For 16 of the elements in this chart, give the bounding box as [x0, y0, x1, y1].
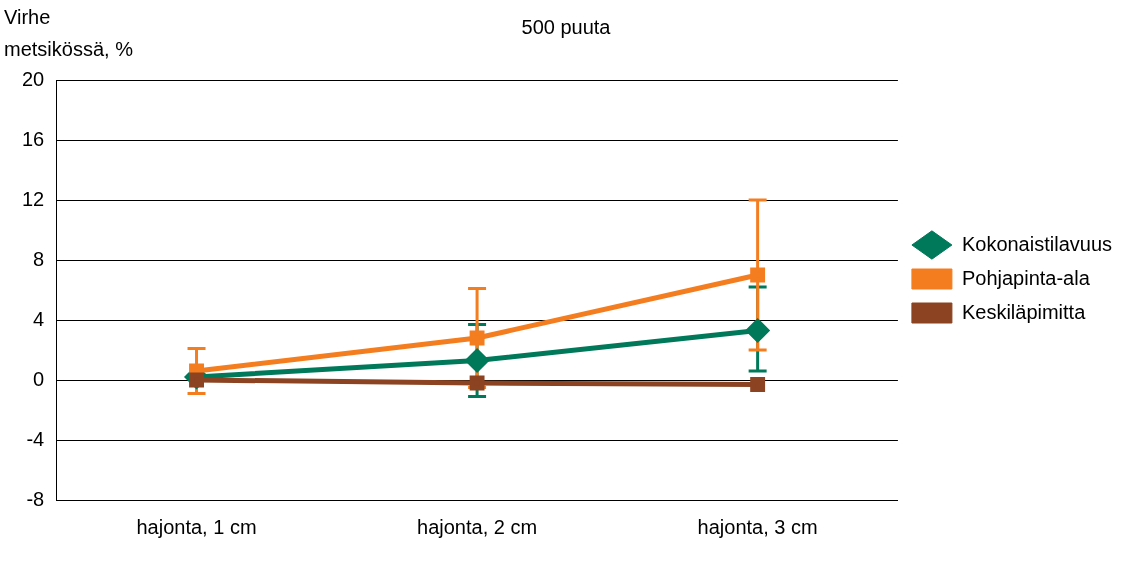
y-tick-label: -4 — [26, 427, 45, 450]
legend-label: Pohjapinta-ala — [961, 266, 1091, 289]
x-tick-label: hajonta, 3 cm — [697, 515, 818, 538]
chart-title: 500 puuta — [521, 15, 612, 38]
y-tick-label: 20 — [22, 67, 45, 90]
x-tick-label: hajonta, 2 cm — [417, 515, 538, 538]
y-tick-label: 8 — [33, 247, 45, 270]
y-axis-title: Virhe metsikössä, % — [4, 5, 134, 60]
legend-label: Kokonaistilavuus — [961, 232, 1113, 255]
legend-label: Keskiläpimitta — [961, 300, 1087, 323]
y-tick-label: -8 — [26, 487, 45, 510]
y-tick-label: 0 — [33, 367, 45, 390]
y-tick-label: 16 — [22, 127, 45, 150]
y-tick-label: 4 — [33, 307, 45, 330]
x-tick-label: hajonta, 1 cm — [136, 515, 257, 538]
y-tick-label: 12 — [22, 187, 45, 210]
